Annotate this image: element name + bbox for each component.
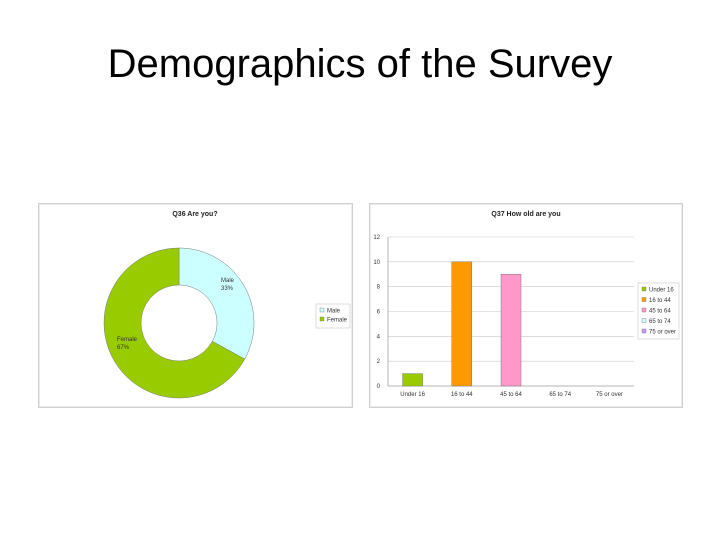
age-bar-chart: Q37 How old are you 0 2 4 6 8 10 12 Under 16 16 t… (369, 203, 683, 408)
pie-data-label-male: Male 33% (221, 278, 235, 292)
x-tick-label: 65 to 74 (549, 392, 571, 398)
x-tick-label: Under 16 (400, 392, 425, 398)
pie-slice-male (178, 247, 255, 360)
y-tick-label: 6 (377, 310, 381, 316)
bar-legend-swatch-3 (641, 318, 647, 323)
pie-slice-female (103, 247, 246, 399)
bar-legend-label-2: 45 to 64 (649, 309, 671, 315)
pie-legend-swatch-0 (319, 307, 325, 313)
bar-0 (402, 373, 423, 387)
age-bar-svg: Q37 How old are you 0 2 4 6 8 10 12 Under 16 16 t… (373, 211, 680, 398)
y-tick-label: 10 (373, 260, 380, 266)
gender-pie-chart: Q36 Are you? Male 33% Female 67% Male Female (38, 203, 353, 408)
x-tick-label: 75 or over (596, 392, 623, 398)
y-tick-label: 12 (373, 235, 380, 241)
pie-legend-label-0: Male (327, 309, 341, 315)
bar-legend-swatch-1 (641, 297, 647, 302)
x-tick-label: 45 to 64 (500, 392, 522, 398)
bar-legend-label-4: 75 or over (649, 330, 676, 336)
slide-title: Demographics of the Survey (107, 42, 613, 86)
bar-legend-label-1: 16 to 44 (649, 298, 671, 304)
bar-chart-title: Q37 How old are you (491, 211, 560, 218)
pie-legend: Male Female (315, 303, 351, 329)
pie-data-label-female: Female 67% (117, 337, 138, 351)
x-tick-label: 16 to 44 (451, 392, 473, 398)
bar-legend-label-3: 65 to 74 (649, 319, 671, 325)
y-tick-label: 4 (377, 334, 381, 340)
pie-legend-label-1: Female (327, 318, 348, 324)
bar-1 (451, 261, 473, 387)
y-tick-label: 8 (377, 285, 381, 291)
y-tick-label: 2 (377, 359, 381, 365)
bar-legend-label-0: Under 16 (649, 288, 674, 294)
pie-legend-swatch-1 (319, 316, 325, 322)
bar-legend: Under 16 16 to 44 45 to 64 65 to 74 75 or ov… (637, 282, 680, 340)
y-tick-label: 0 (377, 384, 381, 390)
gender-pie-svg: Q36 Are you? Male 33% Female 67% Male Female (103, 211, 351, 399)
bar-legend-swatch-0 (641, 286, 647, 292)
pie-chart-title: Q36 Are you? (172, 211, 217, 218)
bar-legend-swatch-2 (641, 307, 647, 313)
bar-legend-swatch-4 (641, 328, 647, 334)
bar-2 (500, 274, 522, 387)
